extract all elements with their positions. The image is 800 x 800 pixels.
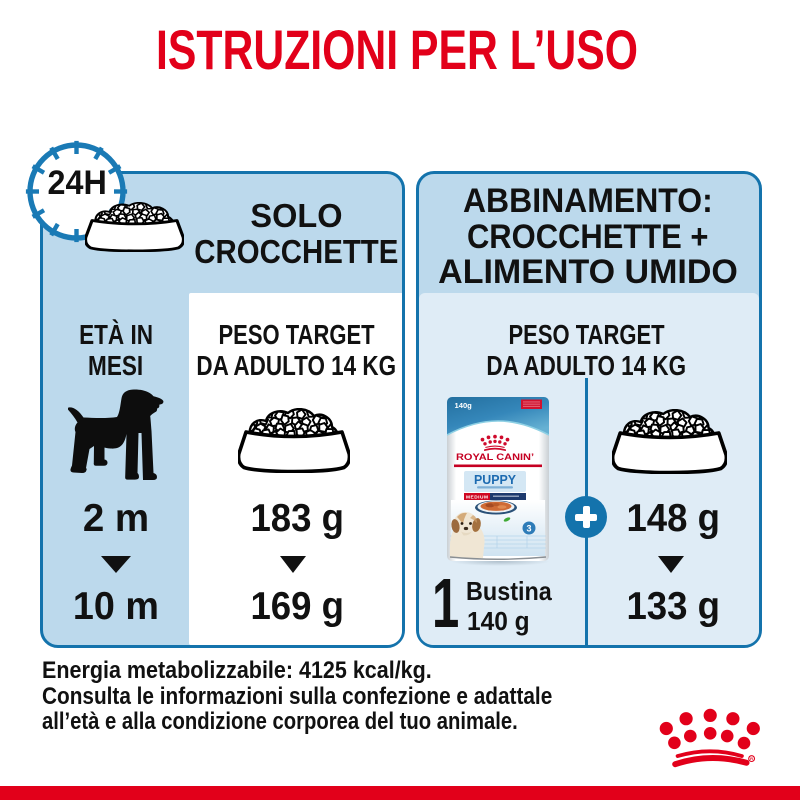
svg-text:PUPPY: PUPPY	[474, 472, 516, 487]
svg-text:3: 3	[526, 524, 531, 534]
svg-text:R: R	[750, 756, 753, 761]
svg-text:ROYAL CANIN’: ROYAL CANIN’	[456, 452, 534, 463]
svg-text:MEDIUM: MEDIUM	[466, 494, 488, 500]
svg-text:140g: 140g	[455, 401, 473, 410]
